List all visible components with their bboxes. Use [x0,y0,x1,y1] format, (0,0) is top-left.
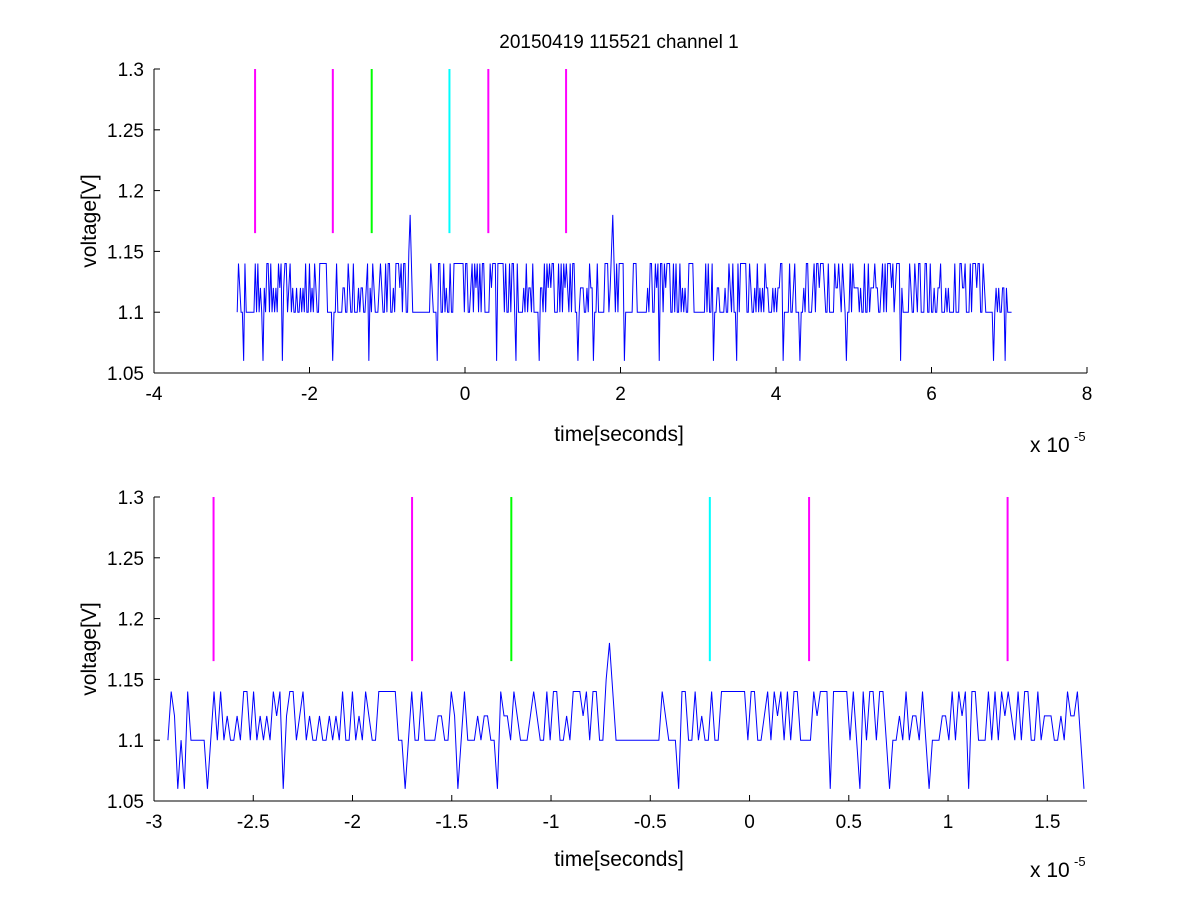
y-tick-label: 1.25 [107,121,144,142]
signal-series-line [167,642,1085,789]
x-tick-label: 6 [926,384,937,405]
top-ticks: -4 -2 0 2 4 6 8 1.05 1.1 1.15 1.2 1.25 1.3 [107,60,1092,405]
signal-series-line [236,214,1012,361]
y-tick-label: 1.05 [107,792,144,813]
bottom-x-multiplier: x 10 [1030,859,1070,882]
bottom-y-axis-label: voltage[V] [78,602,101,695]
top-x-axis-label: time[seconds] [554,423,684,446]
bottom-x-exponent: -5 [1074,854,1086,869]
y-tick-label: 1.2 [118,610,144,631]
top-subplot: 20150419 115521 channel 1 -4 -2 0 2 4 6 8 1.05 1… [78,32,1092,457]
x-tick-label: -0.5 [634,812,667,833]
y-tick-label: 1.05 [107,364,144,385]
y-tick-label: 1.15 [107,242,144,263]
y-tick-label: 1.1 [118,303,144,324]
x-tick-label: 2 [615,384,626,405]
y-tick-label: 1.3 [118,60,144,81]
top-x-multiplier: x 10 [1030,434,1070,457]
y-tick-label: 1.15 [107,670,144,691]
x-tick-label: 0 [460,384,471,405]
top-y-axis-label: voltage[V] [78,174,101,267]
chart-title: 20150419 115521 channel 1 [499,32,739,53]
x-tick-label: -2 [301,384,318,405]
x-tick-label: -2.5 [237,812,270,833]
x-tick-label: 1 [943,812,954,833]
x-tick-label: 8 [1082,384,1093,405]
top-x-exponent: -5 [1074,429,1086,444]
x-tick-label: -3 [146,812,163,833]
y-tick-label: 1.3 [118,488,144,509]
bottom-subplot: -3 -2.5 -2 -1.5 -1 -0.5 0 0.5 1 1.5 1.05 1.1 1.15 1.2… [78,488,1087,882]
y-tick-label: 1.1 [118,731,144,752]
x-tick-label: 1.5 [1034,812,1060,833]
x-tick-label: -1 [543,812,560,833]
x-tick-label: -2 [344,812,361,833]
x-tick-label: 0 [744,812,755,833]
bottom-plot-area [167,497,1085,789]
top-plot-area [236,69,1012,361]
y-tick-label: 1.25 [107,549,144,570]
x-tick-label: -1.5 [435,812,468,833]
y-tick-label: 1.2 [118,182,144,203]
x-tick-label: 0.5 [836,812,862,833]
bottom-x-axis-label: time[seconds] [554,848,684,871]
x-tick-label: -4 [146,384,163,405]
bottom-ticks: -3 -2.5 -2 -1.5 -1 -0.5 0 0.5 1 1.5 1.05 1.1 1.15 1.2… [107,488,1060,833]
x-tick-label: 4 [771,384,782,405]
